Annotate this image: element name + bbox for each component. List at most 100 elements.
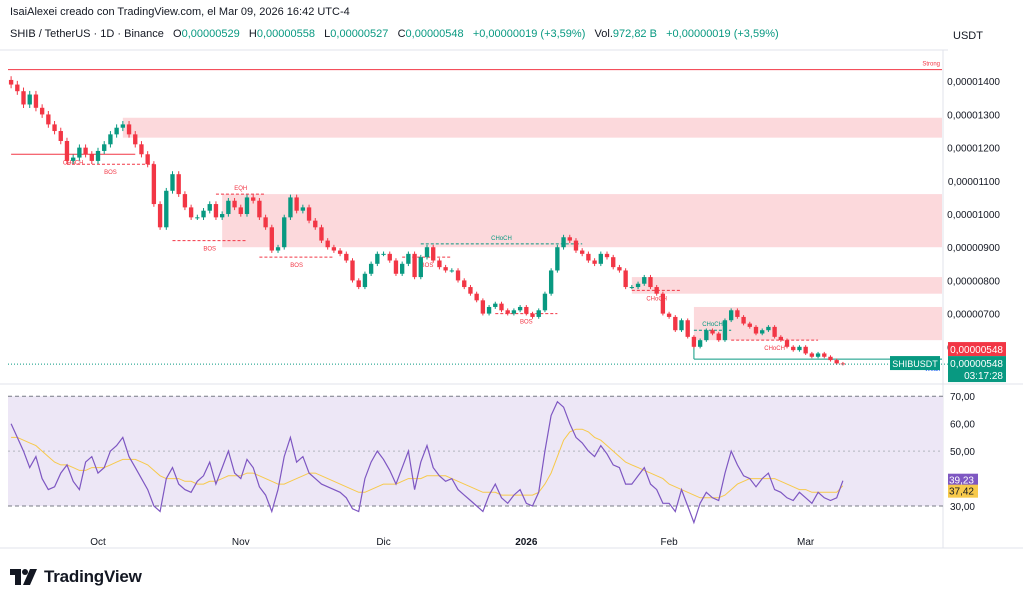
- candle: [760, 330, 765, 334]
- candle: [623, 270, 628, 288]
- change-value: +0,00000019 (+3,59%): [472, 28, 586, 40]
- candle: [27, 94, 32, 105]
- candle: [412, 253, 417, 278]
- candle: [257, 200, 262, 218]
- structure-label: EQH: [234, 186, 247, 192]
- supply-zone: [631, 277, 942, 294]
- candle: [251, 197, 256, 201]
- low-value: 0,00000527: [330, 28, 389, 40]
- close-value: 0,00000548: [405, 28, 464, 40]
- candle: [573, 240, 579, 251]
- candle: [431, 247, 436, 261]
- candle: [642, 277, 647, 284]
- strong-high-label: Strong: [922, 62, 940, 68]
- price-axis-tick: 0,00000800: [947, 276, 1000, 287]
- candle: [145, 154, 150, 165]
- candle: [598, 253, 603, 264]
- price-axis-tick: 0,00001300: [947, 110, 1000, 121]
- candle: [46, 114, 51, 125]
- candle: [710, 330, 715, 334]
- candle: [133, 134, 138, 145]
- candle: [244, 197, 250, 215]
- rsi-ma-value-label: 37,42: [949, 487, 974, 498]
- candle: [722, 320, 728, 341]
- candle: [226, 200, 231, 215]
- candle: [424, 247, 430, 258]
- candle: [691, 336, 697, 347]
- rsi-ma-value-bg: [948, 484, 978, 498]
- candle: [164, 190, 169, 228]
- chart-credit: IsaiAlexei creado con TradingView.com, e…: [10, 6, 350, 18]
- rsi-axis-tick: 50,00: [950, 447, 975, 458]
- high-value: 0,00000558: [256, 28, 315, 40]
- candle: [362, 273, 368, 288]
- candle: [157, 204, 163, 228]
- candle: [536, 310, 541, 317]
- candle: [344, 253, 349, 261]
- candle: [797, 346, 802, 351]
- candle: [170, 174, 175, 191]
- low-label: L: [324, 28, 331, 40]
- quote-currency-button[interactable]: USDT: [953, 30, 983, 42]
- weak-low-label: Weak: [925, 367, 941, 373]
- candle: [418, 257, 423, 278]
- candle: [462, 280, 467, 288]
- candle: [325, 240, 330, 248]
- candle: [778, 336, 783, 341]
- rsi-axis-tick: 60,00: [950, 420, 975, 431]
- candle: [741, 316, 746, 324]
- candle: [337, 250, 343, 254]
- candle: [139, 144, 144, 155]
- candle: [71, 157, 76, 161]
- symbol-label: SHIBUSDT: [892, 359, 938, 369]
- candle: [201, 210, 206, 218]
- candle: [673, 316, 678, 331]
- candle: [685, 320, 690, 337]
- candle: [8, 79, 14, 85]
- rsi-value-bg: [948, 473, 978, 487]
- candle: [474, 293, 479, 301]
- candle: [275, 247, 281, 251]
- time-axis-tick: Mar: [797, 537, 815, 548]
- tradingview-logo: TradingView: [10, 565, 142, 589]
- candle: [499, 303, 504, 311]
- candle: [368, 263, 374, 274]
- structure-label: BOS: [290, 263, 303, 269]
- candle: [735, 310, 740, 317]
- rsi-line: [10, 400, 844, 525]
- symbol-name[interactable]: SHIB / TetherUS · 1D · Binance: [10, 28, 164, 40]
- candle: [449, 270, 455, 272]
- time-axis-tick: Dic: [376, 537, 390, 548]
- candle: [555, 247, 560, 271]
- last-price-label-bg: [948, 356, 1006, 383]
- candle: [269, 227, 274, 251]
- candle: [611, 257, 616, 268]
- candle: [542, 293, 548, 311]
- candle: [809, 353, 815, 357]
- candle: [580, 250, 585, 254]
- tradingview-logo-text: TradingView: [44, 567, 142, 586]
- candle: [822, 353, 827, 357]
- candle: [437, 260, 442, 268]
- candle: [319, 227, 324, 241]
- candle: [592, 260, 597, 264]
- candle: [381, 253, 386, 255]
- candle: [350, 260, 355, 281]
- candle: [505, 310, 510, 314]
- time-axis-tick: 2026: [515, 537, 538, 548]
- price-chart[interactable]: StrongWeakCHoCHBOSEQHBOSBOSBOSCHoCHBOSCH…: [0, 0, 1023, 560]
- price-axis-tick: 0,00001200: [947, 144, 1000, 155]
- candle: [666, 313, 672, 317]
- candle: [151, 164, 157, 205]
- candle: [313, 220, 318, 228]
- candle: [375, 253, 380, 264]
- rsi-ma-line: [11, 428, 844, 499]
- close-label: C: [397, 28, 406, 40]
- candle: [548, 270, 554, 294]
- price-axis-tick: 0,00001100: [948, 177, 1001, 188]
- candle: [654, 287, 659, 294]
- price-axis-tick: 0,00000900: [947, 243, 1000, 254]
- candle: [387, 253, 392, 261]
- high-label: H: [248, 28, 257, 40]
- volume-label: Vol.: [594, 28, 613, 40]
